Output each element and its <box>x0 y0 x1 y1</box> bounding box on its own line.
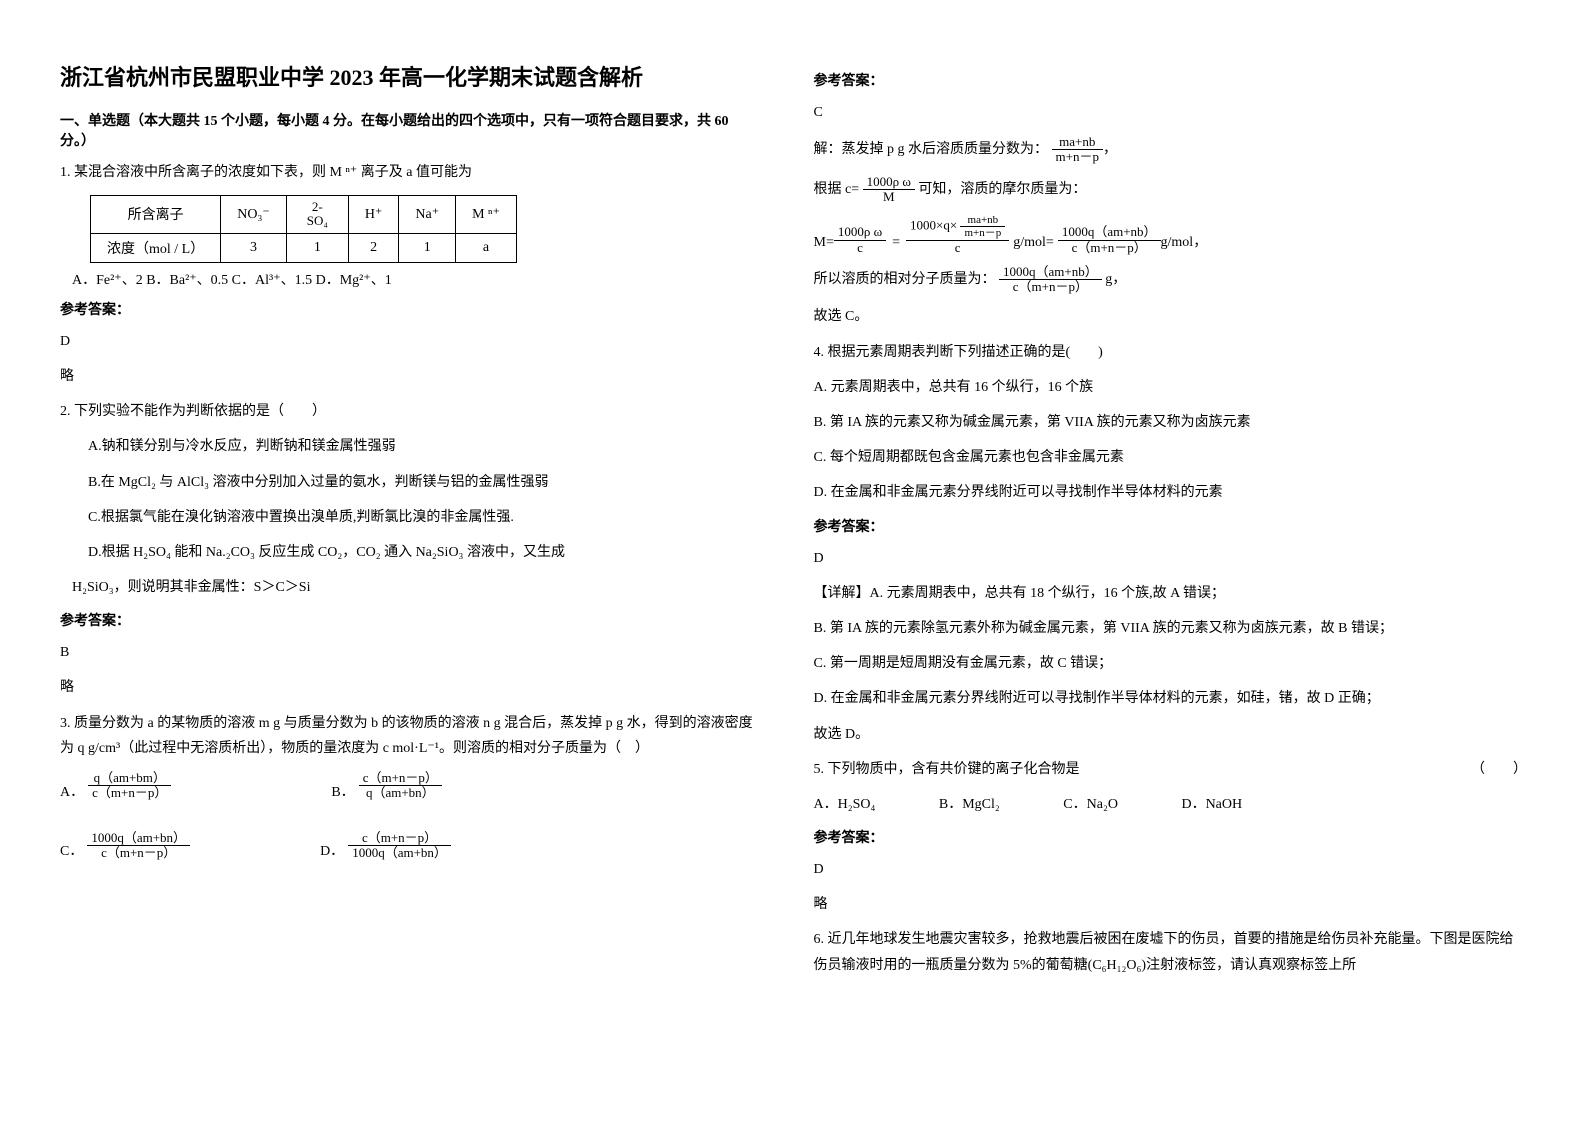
section-heading: 一、单选题（本大题共 15 个小题，每小题 4 分。在每小题给出的四个选项中，只… <box>60 110 754 150</box>
q4-opt-d: D. 在金属和非金属元素分界线附近可以寻找制作半导体材料的元素 <box>814 480 1528 505</box>
q3-exp-line-m: M= 1000ρ ω c = 1000×q× ma+nb m+n－p c g/m… <box>814 214 1528 254</box>
td: 2 <box>348 233 399 262</box>
q5-explanation: 略 <box>814 892 1528 917</box>
td: 浓度（mol / L） <box>91 233 221 262</box>
text: 可知，溶质的摩尔质量为： <box>918 182 1086 197</box>
q4-opt-c: C. 每个短周期都既包含金属元素也包含非金属元素 <box>814 445 1528 470</box>
answer-label: 参考答案： <box>60 299 754 319</box>
q3-answer: C <box>814 100 1528 125</box>
q6-stem: 6. 近几年地球发生地震灾害较多，抢救地震后被困在废墟下的伤员，首要的措施是给伤… <box>814 927 1528 977</box>
opt-label: B． <box>331 781 354 801</box>
blank-paren: （ ） <box>1471 757 1527 782</box>
q4-exp-b: B. 第 IA 族的元素除氢元素外称为碱金属元素，第 VIIA 族的元素又称为卤… <box>814 616 1528 641</box>
text: 5. 下列物质中，含有共价键的离子化合物是 <box>814 757 1080 782</box>
q1-stem: 1. 某混合溶液中所含离子的浓度如下表，则 M ⁿ⁺ 离子及 a 值可能为 <box>60 160 754 185</box>
q5-opt-d: D．NaOH <box>1181 797 1242 812</box>
text: 所以溶质的相对分子质量为： <box>814 272 996 287</box>
q4-opt-a: A. 元素周期表中，总共有 16 个纵行，16 个族 <box>814 375 1528 400</box>
left-column: 浙江省杭州市民盟职业中学 2023 年高一化学期末试题含解析 一、单选题（本大题… <box>0 0 794 1122</box>
q1-explanation: 略 <box>60 364 754 389</box>
q3-exp-line3: 所以溶质的相对分子质量为： 1000q（am+nb） c（m+n－p） g， <box>814 265 1528 295</box>
opt-label: C． <box>60 840 83 860</box>
q2-opt-d: D.根据 H₂SO₄ 能和 Na.₂CO₃ 反应生成 CO₂，CO₂ 通入 Na… <box>88 540 754 565</box>
td: 3 <box>221 233 287 262</box>
th: H⁺ <box>348 196 399 234</box>
text: g/mol= <box>1013 230 1054 255</box>
fraction: 1000×q× ma+nb m+n－p c <box>906 214 1009 254</box>
q5-opt-b: B．MgCl₂ <box>939 797 1000 812</box>
q1-options: A．Fe²⁺、2 B．Ba²⁺、0.5 C．Al³⁺、1.5 D．Mg²⁺、1 <box>72 269 754 289</box>
q4-exp-d: D. 在金属和非金属元素分界线附近可以寻找制作半导体材料的元素，如硅，锗，故 D… <box>814 686 1528 711</box>
fraction: 1000ρ ω c <box>834 225 886 255</box>
q4-answer: D <box>814 546 1528 571</box>
fraction: c（m+n－p） q（am+bn） <box>359 771 442 801</box>
th: NO₃⁻ <box>221 196 287 234</box>
fraction-inner: ma+nb m+n－p <box>960 214 1005 239</box>
q3-stem: 3. 质量分数为 a 的某物质的溶液 m g 与质量分数为 b 的该物质的溶液 … <box>60 711 754 761</box>
q3-opts-row1: A． q（am+bm） c（m+n－p） B． c（m+n－p） q（am+bn… <box>60 771 754 801</box>
q4-stem: 4. 根据元素周期表判断下列描述正确的是( ) <box>814 340 1528 365</box>
fraction: 1000ρ ω M <box>863 175 915 205</box>
q5-opt-c: C．Na₂O <box>1063 797 1118 812</box>
q2-opt-c: C.根据氯气能在溴化钠溶液中置换出溴单质,判断氯比溴的非金属性强. <box>88 505 754 530</box>
q3-opts-row2: C． 1000q（am+bn） c（m+n－p） D． c（m+n－p） 100… <box>60 831 754 861</box>
td: 1 <box>399 233 456 262</box>
q5-options: A．H₂SO₄ B．MgCl₂ C．Na₂O D．NaOH <box>814 792 1528 817</box>
q3-exp-line4: 故选 C。 <box>814 304 1528 329</box>
text: 根据 c= <box>814 182 860 197</box>
q3-exp-line1: 解：蒸发掉 p g 水后溶质质量分数为： ma+nb m+n－p ， <box>814 135 1528 165</box>
q1-answer: D <box>60 329 754 354</box>
q4-exp-a: 【详解】A. 元素周期表中，总共有 18 个纵行，16 个族,故 A 错误； <box>814 581 1528 606</box>
text: M= <box>814 230 834 255</box>
fraction: ma+nb m+n－p <box>1052 135 1103 165</box>
td: 1 <box>286 233 348 262</box>
fraction: q（am+bm） c（m+n－p） <box>88 771 171 801</box>
answer-label: 参考答案： <box>60 610 754 630</box>
q2-answer: B <box>60 640 754 665</box>
opt-label: D． <box>320 840 344 860</box>
q3-opt-d: D． c（m+n－p） 1000q（am+bn） <box>320 831 451 861</box>
q2-explanation: 略 <box>60 675 754 700</box>
q5-stem: 5. 下列物质中，含有共价键的离子化合物是 （ ） <box>814 757 1528 782</box>
answer-label: 参考答案： <box>814 70 1528 90</box>
text: 1000×q× <box>910 218 957 233</box>
q3-exp-line2: 根据 c= 1000ρ ω M 可知，溶质的摩尔质量为： <box>814 175 1528 205</box>
text: 解：蒸发掉 p g 水后溶质质量分数为： <box>814 142 1049 157</box>
q2-opt-d2: H₂SiO₃，则说明其非金属性：S＞C＞Si <box>72 575 754 600</box>
text: g， <box>1105 272 1126 287</box>
q2-stem: 2. 下列实验不能作为判断依据的是（ ） <box>60 399 754 424</box>
fraction: c（m+n－p） 1000q（am+bn） <box>348 831 451 861</box>
th: Na⁺ <box>399 196 456 234</box>
q5-answer: D <box>814 857 1528 882</box>
q2-opt-b: B.在 MgCl₂ 与 AlCl₃ 溶液中分别加入过量的氨水，判断镁与铝的金属性… <box>88 470 754 495</box>
table-row: 浓度（mol / L） 3 1 2 1 a <box>91 233 517 262</box>
q3-opt-a: A． q（am+bm） c（m+n－p） <box>60 771 171 801</box>
td: a <box>456 233 517 262</box>
q1-table: 所含离子 NO₃⁻ 2-SO₄ H⁺ Na⁺ M ⁿ⁺ 浓度（mol / L） … <box>90 195 517 263</box>
th: 2-SO₄ <box>286 196 348 234</box>
right-column: 参考答案： C 解：蒸发掉 p g 水后溶质质量分数为： ma+nb m+n－p… <box>794 0 1587 1122</box>
q2-opt-a: A.钠和镁分别与冷水反应，判断钠和镁金属性强弱 <box>88 434 754 459</box>
fraction: 1000q（am+nb） c（m+n－p） <box>1058 225 1161 255</box>
answer-label: 参考答案： <box>814 516 1528 536</box>
text: g/mol， <box>1161 230 1208 255</box>
q5-opt-a: A．H₂SO₄ <box>814 797 876 812</box>
table-row: 所含离子 NO₃⁻ 2-SO₄ H⁺ Na⁺ M ⁿ⁺ <box>91 196 517 234</box>
q3-opt-b: B． c（m+n－p） q（am+bn） <box>331 771 442 801</box>
answer-label: 参考答案： <box>814 827 1528 847</box>
fraction: 1000q（am+bn） c（m+n－p） <box>87 831 190 861</box>
page-title: 浙江省杭州市民盟职业中学 2023 年高一化学期末试题含解析 <box>60 60 754 92</box>
q4-exp-c: C. 第一周期是短周期没有金属元素，故 C 错误； <box>814 651 1528 676</box>
q4-opt-b: B. 第 IA 族的元素又称为碱金属元素，第 VIIA 族的元素又称为卤族元素 <box>814 410 1528 435</box>
q3-opt-c: C． 1000q（am+bn） c（m+n－p） <box>60 831 190 861</box>
th: M ⁿ⁺ <box>456 196 517 234</box>
fraction: 1000q（am+nb） c（m+n－p） <box>999 265 1102 295</box>
q4-exp-e: 故选 D。 <box>814 722 1528 747</box>
th: 所含离子 <box>91 196 221 234</box>
opt-label: A． <box>60 781 84 801</box>
text: = <box>892 230 900 255</box>
